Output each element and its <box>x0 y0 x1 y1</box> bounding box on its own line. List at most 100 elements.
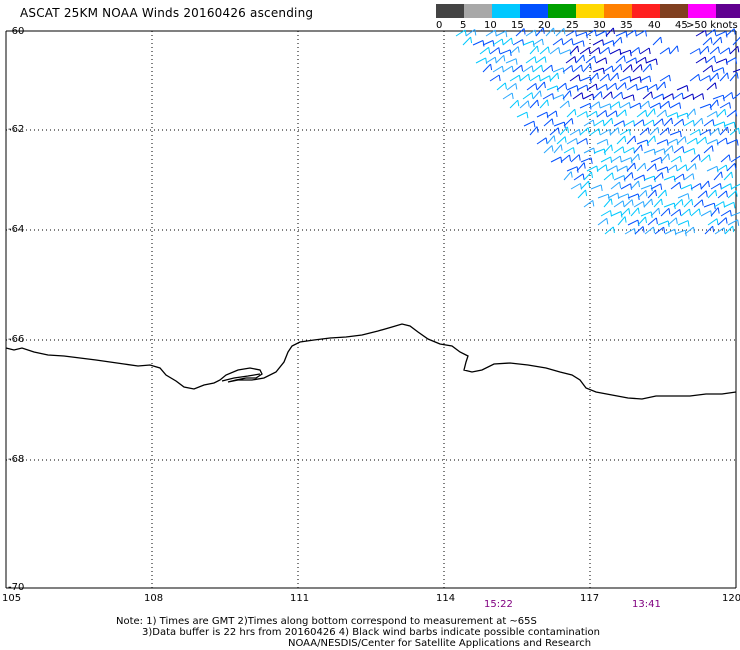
wind-barb-flag <box>655 217 658 224</box>
wind-barb-flag <box>689 208 691 216</box>
wind-barb-shaft <box>563 117 573 127</box>
wind-barb-flag <box>668 101 671 108</box>
wind-barb-flag <box>585 189 588 197</box>
wind-barb-shaft <box>609 127 619 136</box>
wind-barb-shaft <box>532 90 541 100</box>
wind-barb-flag <box>717 72 719 80</box>
wind-barb-flag <box>667 153 670 160</box>
wind-barb-shaft <box>585 29 596 37</box>
note-line-2: 3)Data buffer is 22 hrs from 20160426 4)… <box>142 627 600 638</box>
wind-barb-shaft <box>522 65 533 73</box>
wind-barb-shaft <box>485 56 496 64</box>
wind-barb-flag <box>622 200 625 207</box>
wind-barb-shaft <box>535 56 546 64</box>
wind-barb-shaft <box>569 45 578 55</box>
wind-barb-flag <box>729 210 732 217</box>
wind-barb-shaft <box>667 217 677 226</box>
wind-barb-flag <box>731 92 734 99</box>
wind-barb-flag <box>492 40 495 47</box>
wind-barb-flag <box>628 208 631 215</box>
wind-barb-shaft <box>495 30 507 37</box>
wind-barb-shaft <box>615 55 625 64</box>
wind-barb-shaft <box>582 93 594 100</box>
wind-barb-flag <box>692 173 695 180</box>
wind-barb-shaft <box>684 226 694 235</box>
wind-barb-shaft <box>482 63 491 73</box>
wind-barb-shaft <box>646 163 656 172</box>
wind-barb-flag <box>612 40 615 47</box>
wind-barb-shaft <box>620 183 631 190</box>
wind-barb-shaft <box>489 74 500 82</box>
wind-barb-flag <box>671 117 673 125</box>
wind-barb-shaft <box>644 226 654 235</box>
note-line-1: Note: 1) Times are GMT 2)Times along bot… <box>116 616 537 627</box>
wind-barb-flag <box>640 64 643 71</box>
wind-barb-shaft <box>674 229 686 235</box>
wind-barb-flag <box>630 157 633 164</box>
wind-barb-flag <box>501 66 504 73</box>
wind-barb-shaft <box>623 120 634 127</box>
wind-barb-flag <box>588 47 591 54</box>
wind-barb-shaft <box>563 147 574 154</box>
wind-barb-shaft <box>637 189 647 199</box>
wind-barb-shaft <box>727 219 738 226</box>
wind-barb-shaft <box>703 202 715 208</box>
map-title: ASCAT 25KM NOAA Winds 20160426 ascending <box>20 6 314 20</box>
wind-barb-shaft <box>663 202 675 208</box>
pass-time-1: 15:22 <box>484 599 513 610</box>
wind-barb-flag <box>541 65 544 72</box>
legend-swatch-1 <box>464 4 492 18</box>
wind-barb-shaft <box>603 172 613 181</box>
wind-barb-shaft <box>589 72 598 82</box>
wind-barb-flag <box>628 129 631 136</box>
wind-barb-shaft <box>659 100 670 109</box>
wind-barb-shaft <box>595 30 607 37</box>
wind-barb-shaft <box>666 138 678 145</box>
wind-barb-shaft <box>576 111 587 118</box>
wind-barb-shaft <box>602 40 614 46</box>
wind-barb-shaft <box>706 139 718 145</box>
wind-barb-shaft <box>616 82 626 91</box>
wind-barb-shaft <box>523 120 535 127</box>
wind-barb-shaft <box>592 39 603 46</box>
wind-barb-flag <box>620 211 623 218</box>
wind-barb-shaft <box>465 28 476 37</box>
wind-barb-shaft <box>543 118 553 127</box>
wind-barb-shaft <box>536 81 545 91</box>
wind-barb-flag <box>470 37 473 44</box>
wind-barb-shaft <box>619 75 631 82</box>
wind-barb-flag <box>668 75 671 82</box>
wind-barb-shaft <box>660 153 669 163</box>
wind-barb-flag <box>624 136 627 143</box>
wind-barb-flag <box>639 76 642 83</box>
wind-barb-shaft <box>532 64 542 73</box>
wind-barb-flag <box>582 40 585 47</box>
wind-barb-flag <box>627 193 630 200</box>
wind-barb-flag <box>531 65 534 72</box>
wind-barb-flag <box>653 135 656 142</box>
wind-barb-shaft <box>522 92 533 100</box>
wind-barb-shaft <box>579 47 590 55</box>
wind-barb-shaft <box>705 28 716 37</box>
wind-barb-flag <box>737 46 740 53</box>
wind-barb-shaft <box>576 162 585 172</box>
wind-barb-shaft <box>566 166 578 172</box>
wind-barb-flag <box>704 57 707 64</box>
wind-barb-flag <box>528 74 531 81</box>
wind-barb-shaft <box>632 64 642 73</box>
wind-barb-shaft <box>562 65 573 73</box>
wind-barb-shaft <box>556 136 566 145</box>
legend-label-20: 20 <box>538 20 551 31</box>
wind-barb-flag <box>717 207 720 214</box>
wind-barb-flag <box>716 166 719 173</box>
wind-barb-shaft <box>572 64 582 73</box>
wind-barb-shaft <box>719 72 728 82</box>
wind-barb-shaft <box>689 73 700 82</box>
wind-barb-shaft <box>716 108 726 118</box>
wind-barb-flag <box>534 29 537 37</box>
wind-barb-shaft <box>686 108 695 118</box>
wind-barb-flag <box>517 46 520 53</box>
wind-barb-flag <box>536 45 539 52</box>
wind-barb-shaft <box>565 56 576 64</box>
wind-barb-shaft <box>635 29 646 37</box>
